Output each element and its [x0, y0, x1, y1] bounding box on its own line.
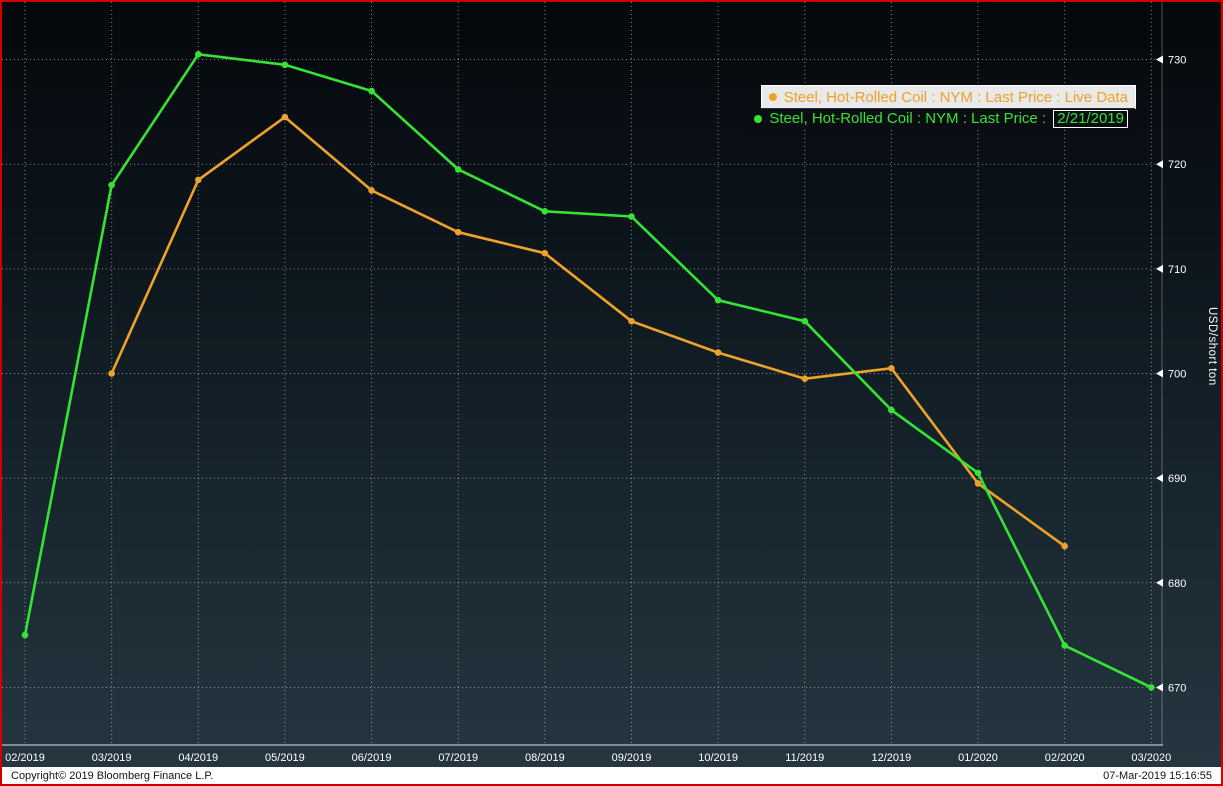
data-point: [195, 176, 202, 184]
legend-label-snapshot: Steel, Hot-Rolled Coil : NYM : Last Pric…: [769, 110, 1128, 128]
y-tick-arrow-icon: [1156, 683, 1163, 692]
data-point: [21, 631, 29, 639]
x-axis-label: 04/2019: [178, 752, 218, 764]
legend-marker-live-icon: [768, 93, 777, 101]
legend-label-live: Steel, Hot-Rolled Coil : NYM : Last Pric…: [783, 88, 1128, 106]
price-line-chart[interactable]: 02/2019 03/2019 04/2019 05/2019 06/2019 07/20…: [2, 2, 1221, 767]
date-field[interactable]: 2/21/2019: [1053, 110, 1128, 128]
data-point: [888, 365, 895, 372]
x-axis-label: 03/2020: [1131, 752, 1171, 764]
chart-legend: Steel, Hot-Rolled Coil : NYM : Last Pric…: [747, 85, 1137, 130]
y-tick-arrow-icon: [1156, 264, 1163, 273]
chart-plot-area[interactable]: 02/2019 03/2019 04/2019 05/2019 06/2019 07/20…: [2, 2, 1221, 767]
x-axis-label: 05/2019: [265, 752, 305, 764]
data-point: [714, 296, 722, 304]
data-point: [801, 317, 809, 325]
y-axis-label: 680: [1168, 578, 1186, 590]
data-point: [108, 181, 115, 189]
data-point: [1061, 542, 1068, 550]
x-axis-label: 06/2019: [352, 752, 392, 764]
y-axis-label: 670: [1168, 682, 1186, 694]
data-point: [974, 480, 982, 487]
data-point: [628, 317, 635, 325]
y-tick-arrow-icon: [1156, 474, 1163, 483]
x-axis-label: 02/2020: [1045, 752, 1085, 764]
data-point: [281, 113, 289, 121]
y-tick-arrow-icon: [1156, 55, 1163, 64]
x-axis-label: 11/2019: [785, 752, 824, 764]
data-point: [454, 166, 462, 173]
data-point: [628, 213, 635, 220]
data-point: [454, 228, 462, 236]
y-tick-arrow-icon: [1156, 369, 1163, 378]
copyright-text: Copyright© 2019 Bloomberg Finance L.P.: [11, 769, 214, 782]
series-line-1: [23, 52, 1153, 689]
data-point: [108, 370, 115, 377]
data-point: [368, 87, 375, 95]
legend-marker-snapshot-icon: [754, 115, 763, 123]
x-axis-label: 09/2019: [612, 752, 652, 764]
status-bar: Copyright© 2019 Bloomberg Finance L.P. 0…: [2, 767, 1221, 784]
y-tick-arrow-icon: [1156, 578, 1163, 587]
series-line-0: [110, 115, 1066, 548]
timestamp-text: 07-Mar-2019 15:16:55: [1103, 769, 1212, 782]
y-axis-label: 730: [1168, 55, 1186, 67]
x-axis-label: 07/2019: [438, 752, 478, 764]
data-point: [1061, 642, 1068, 649]
y-axis-label: 690: [1168, 473, 1186, 485]
data-point: [801, 375, 809, 383]
legend-item-live-data[interactable]: Steel, Hot-Rolled Coil : NYM : Last Pric…: [760, 85, 1137, 109]
legend-item-snapshot[interactable]: Steel, Hot-Rolled Coil : NYM : Last Pric…: [747, 108, 1135, 130]
data-point: [281, 61, 289, 69]
x-axis-label: 01/2020: [958, 752, 998, 764]
data-point: [888, 406, 895, 414]
data-point: [541, 208, 549, 215]
y-tick-arrow-icon: [1156, 160, 1163, 169]
data-point: [368, 187, 375, 194]
data-point: [974, 469, 982, 477]
data-point: [195, 51, 202, 58]
x-axis-label: 02/2019: [5, 752, 45, 764]
legend-snapshot-prefix: Steel, Hot-Rolled Coil : NYM : Last Pric…: [769, 110, 1051, 127]
y-axis-label: 720: [1168, 159, 1186, 171]
y-axis-label: 700: [1168, 369, 1186, 381]
x-axis-label: 12/2019: [872, 752, 912, 764]
data-point: [1148, 684, 1155, 691]
x-axis-label: 10/2019: [698, 752, 738, 764]
data-point: [541, 249, 549, 257]
y-axis-title: USD/short ton: [1206, 307, 1218, 386]
y-axis-label: 710: [1168, 264, 1186, 276]
x-axis-label: 08/2019: [525, 752, 565, 764]
x-axis-label: 03/2019: [92, 752, 132, 764]
data-point: [714, 349, 722, 356]
